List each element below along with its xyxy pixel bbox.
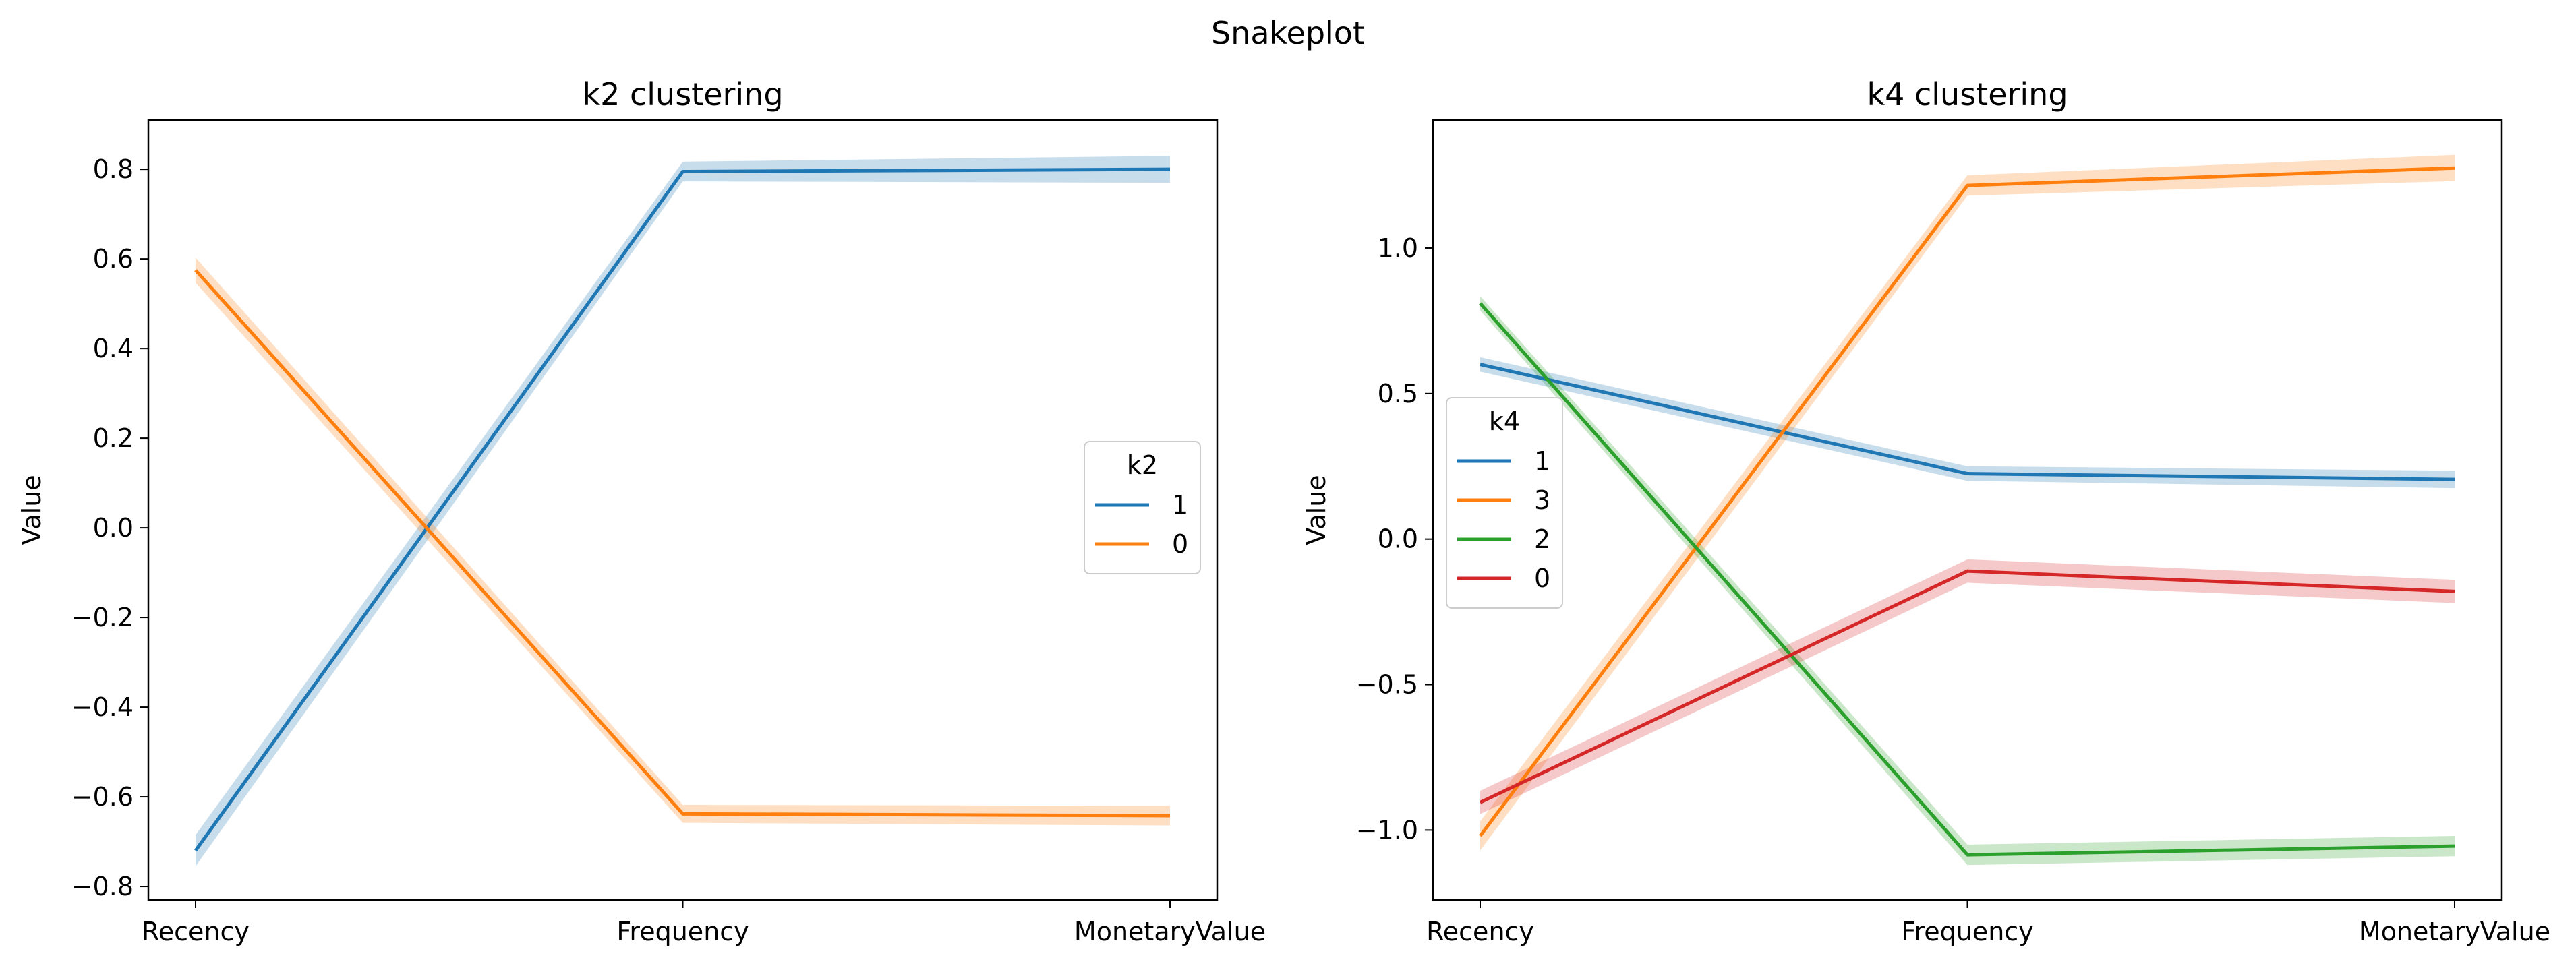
y-tick-label: −0.8 <box>71 872 134 901</box>
legend: k2 1 0 <box>1084 441 1201 574</box>
legend-label: 2 <box>1534 524 1550 554</box>
y-tick-label: 0.5 <box>1378 379 1418 409</box>
legend-title: k2 <box>1127 450 1158 480</box>
y-tick-label: −0.6 <box>71 782 134 812</box>
x-tick-label: Recency <box>1426 917 1534 946</box>
y-axis-label: Value <box>1301 475 1331 545</box>
x-tick-label: Recency <box>142 917 250 946</box>
ci-band-series-3 <box>1480 154 2455 851</box>
legend-label: 1 <box>1534 446 1550 476</box>
ci-band-series-1 <box>196 156 1170 867</box>
y-tick-label: 0.6 <box>93 244 134 274</box>
legend: k4 1 3 2 0 <box>1446 397 1563 609</box>
plot-frame <box>1432 119 2503 901</box>
legend-label: 0 <box>1172 529 1188 559</box>
y-tick-label: 1.0 <box>1378 233 1418 263</box>
legend-title: k4 <box>1489 406 1520 436</box>
ci-band-series-0 <box>196 258 1170 826</box>
legend-box <box>1446 397 1563 609</box>
y-tick-label: −0.2 <box>71 603 134 632</box>
y-tick-label: −1.0 <box>1356 815 1418 845</box>
k4-clustering-panel: k4 clustering Value −1.0 −0.5 0.0 0.5 1.0 Recen… <box>1301 76 2550 946</box>
legend-label: 3 <box>1534 485 1550 515</box>
plot-frame <box>147 119 1219 901</box>
y-tick-label: 0.2 <box>93 423 134 453</box>
figure-suptitle: Snakeplot <box>1211 15 1365 51</box>
ci-band-series-0 <box>1480 559 2455 814</box>
y-axis-label: Value <box>17 475 47 545</box>
y-tick-label: 0.4 <box>93 334 134 363</box>
x-tick-label: Frequency <box>1901 917 2033 946</box>
y-tick-label: 0.8 <box>93 154 134 184</box>
k2-clustering-panel: k2 clustering Value −0.8 −0.6 −0.4 −0.2 0.0 0.2… <box>17 76 1266 946</box>
legend-label: 1 <box>1172 490 1188 520</box>
y-tick-label: 0.0 <box>1378 524 1418 554</box>
y-tick-label: −0.4 <box>71 692 134 722</box>
x-tick-label: MonetaryValue <box>1074 917 1266 946</box>
ci-band-series-1 <box>1480 357 2455 489</box>
x-tick-label: MonetaryValue <box>2359 917 2550 946</box>
series-line-0 <box>194 269 1171 818</box>
y-tick-label: 0.0 <box>93 513 134 543</box>
y-tick-label: −0.5 <box>1356 670 1418 700</box>
chart-title: k2 clustering <box>582 76 783 113</box>
legend-label: 0 <box>1534 564 1550 593</box>
x-tick-label: Frequency <box>616 917 749 946</box>
series-line-1 <box>194 167 1171 852</box>
legend-box <box>1084 441 1201 574</box>
series-line-0 <box>1479 569 2455 804</box>
chart-title: k4 clustering <box>1867 76 2068 113</box>
